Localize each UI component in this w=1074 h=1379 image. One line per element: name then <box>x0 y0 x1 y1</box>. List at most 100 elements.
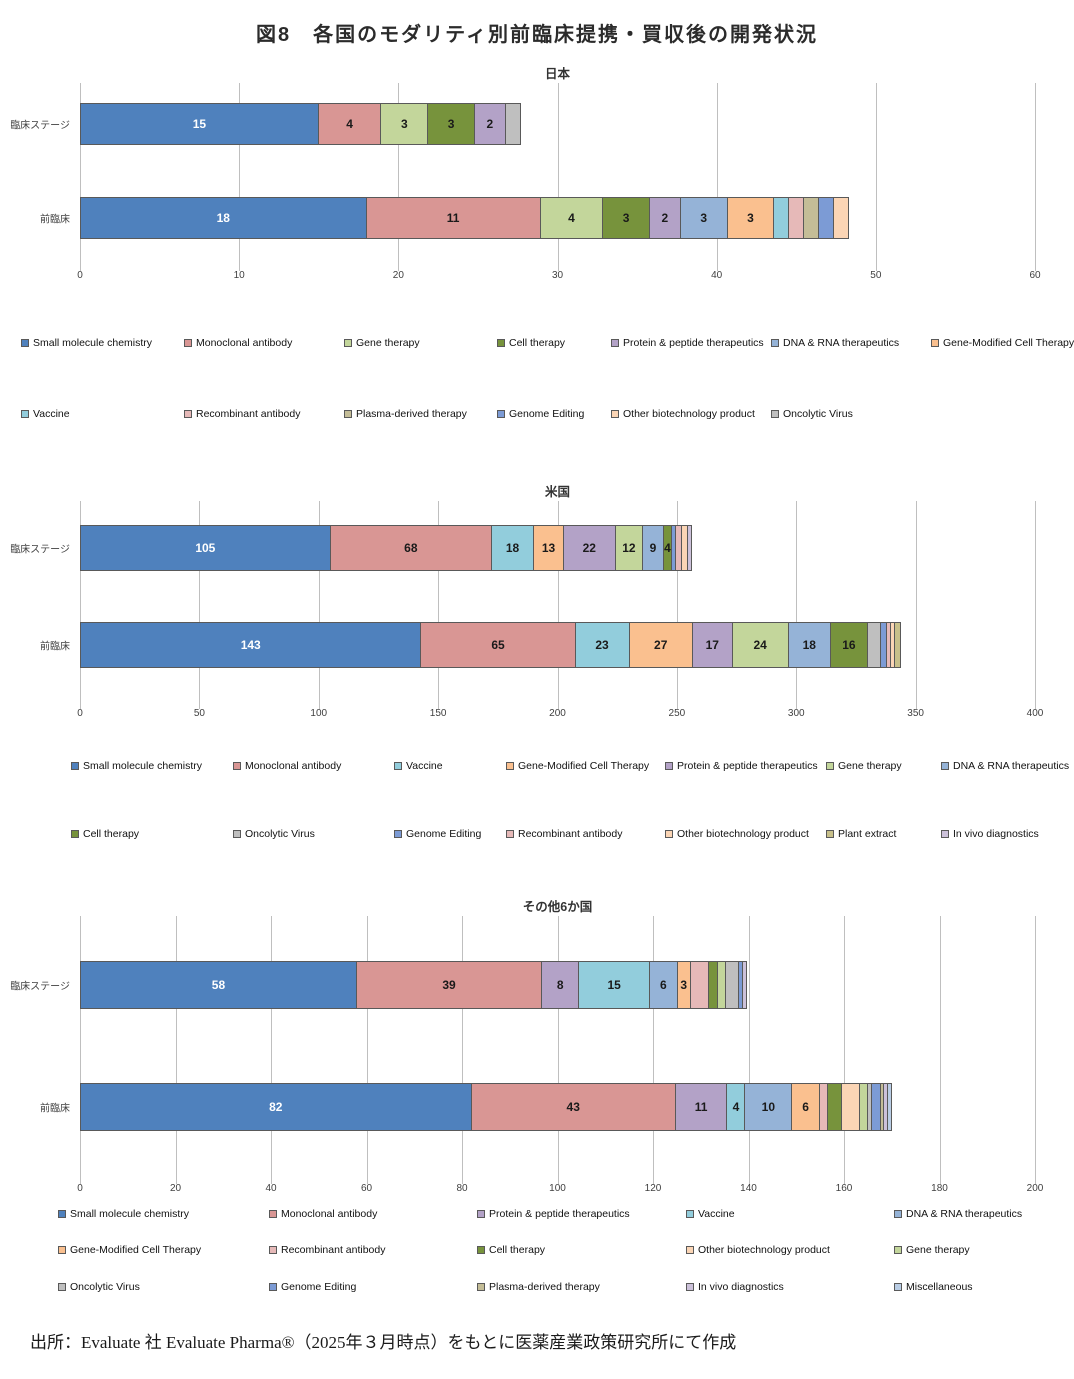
legend-label: Protein & peptide therapeutics <box>677 760 818 772</box>
segment-oncolytic-virus <box>504 103 521 145</box>
segment-value: 2 <box>486 117 494 131</box>
gridline <box>653 916 654 1184</box>
legend-item-protein-peptide-therapeutics: Protein & peptide therapeutics <box>665 760 818 772</box>
gridline <box>748 916 750 1184</box>
legend-swatch-recombinant-antibody <box>184 410 192 418</box>
legend-label: Monoclonal antibody <box>245 760 342 772</box>
segment-gene-modified-cell-therapy: 6 <box>791 1083 820 1131</box>
legend-label: Gene therapy <box>906 1244 970 1256</box>
legend-label: Genome Editing <box>406 828 482 840</box>
legend-swatch-dna-rna-therapeutics <box>771 339 779 347</box>
legend-swatch-monoclonal-antibody <box>269 1210 277 1218</box>
legend-swatch-other-biotechnology-product <box>665 830 673 838</box>
segment-value: 23 <box>595 638 609 652</box>
segment-small-molecule-chemistry: 143 <box>80 622 422 668</box>
legend-label: Other biotechnology product <box>698 1244 830 1256</box>
legend-swatch-vaccine <box>394 762 402 770</box>
gridline <box>271 916 272 1184</box>
segment-value: 58 <box>211 978 226 992</box>
bar-row-: 臨床ステージ 15 4 3 3 2 <box>10 103 1035 145</box>
segment-gene-therapy: 24 <box>731 622 789 668</box>
bar-row-label: 前臨床 <box>40 214 70 226</box>
segment-monoclonal-antibody: 4 <box>317 103 382 145</box>
gridline <box>318 501 320 709</box>
axis-tick-label: 400 <box>1026 708 1044 719</box>
legend-swatch-gene-modified-cell-therapy <box>506 762 514 770</box>
segment-value: 3 <box>680 978 688 992</box>
axis-tick-label: 40 <box>711 270 723 281</box>
bar-row-: 前臨床 18 11 4 3 2 3 3 <box>40 197 1035 239</box>
gridline <box>557 501 559 709</box>
legend-swatch-gene-modified-cell-therapy <box>931 339 939 347</box>
legend-item-plant-extract: Plant extract <box>826 828 896 840</box>
x-axis: 0 10 20 30 40 50 60 <box>77 263 1040 285</box>
segment-value: 39 <box>442 978 456 992</box>
segment-value: 105 <box>195 541 216 555</box>
legend-label: Small molecule chemistry <box>70 1208 190 1220</box>
gridline <box>939 916 941 1184</box>
segment-value: 18 <box>802 638 816 652</box>
legend-swatch-protein-peptide-therapeutics <box>611 339 619 347</box>
segment-miscellaneous <box>887 1083 892 1131</box>
segment-dna-rna-therapeutics: 9 <box>642 525 664 571</box>
legend-item-genome-editing: Genome Editing <box>394 828 481 840</box>
gridline <box>239 83 241 271</box>
legend-swatch-miscellaneous <box>894 1283 902 1291</box>
gridline <box>80 501 81 709</box>
segment-oncolytic-virus <box>725 961 740 1009</box>
gridline <box>438 501 440 709</box>
segment-gene-therapy: 3 <box>380 103 429 145</box>
legend-item-miscellaneous: Miscellaneous <box>894 1281 973 1293</box>
segment-protein-peptide-therapeutics: 2 <box>473 103 506 145</box>
legend-label: Gene-Modified Cell Therapy <box>518 760 650 772</box>
axis-tick-label: 20 <box>392 270 404 281</box>
axis-tick-label: 50 <box>193 708 205 719</box>
segment-cell-therapy <box>827 1083 842 1131</box>
segment-gene-modified-cell-therapy: 13 <box>533 525 565 571</box>
gridline <box>676 501 678 709</box>
segment-vaccine: 15 <box>578 961 650 1009</box>
segment-monoclonal-antibody: 43 <box>470 1083 676 1131</box>
segment-value: 65 <box>491 638 505 652</box>
segment-value: 68 <box>404 541 418 555</box>
legend-item-recombinant-antibody: Recombinant antibody <box>269 1244 385 1256</box>
axis-tick-label: 200 <box>549 708 566 719</box>
legend: Small molecule chemistry Monoclonal antib… <box>0 760 1074 860</box>
axis-tick-label: 100 <box>310 708 328 719</box>
segment-vaccine: 18 <box>491 525 534 571</box>
legend-swatch-dna-rna-therapeutics <box>941 762 949 770</box>
charts-container: 日本 臨床ステージ 15 4 3 3 2 前臨床 18 11 4 3 2 3 3 0 10 20 30 40 50 60 S… <box>0 63 1074 1296</box>
legend-label: Monoclonal antibody <box>196 337 293 349</box>
legend-label: Miscellaneous <box>906 1281 973 1293</box>
legend-label: In vivo diagnostics <box>953 828 1039 840</box>
axis-tick-label: 40 <box>265 1183 277 1194</box>
legend-item-monoclonal-antibody: Monoclonal antibody <box>184 337 292 349</box>
legend-item-gene-therapy: Gene therapy <box>344 337 420 349</box>
segment-protein-peptide-therapeutics: 2 <box>648 197 681 239</box>
legend-label: Gene-Modified Cell Therapy <box>943 337 1074 349</box>
gridline <box>175 916 177 1184</box>
legend-item-small-molecule-chemistry: Small molecule chemistry <box>58 1208 189 1220</box>
bar-row-: 臨床ステージ 105 68 18 13 22 12 9 4 <box>10 525 1035 571</box>
legend-swatch-other-biotechnology-product <box>686 1246 694 1254</box>
legend-item-plasma-derived-therapy: Plasma-derived therapy <box>344 408 467 420</box>
legend-swatch-gene-therapy <box>826 762 834 770</box>
legend-label: Recombinant antibody <box>281 1244 386 1256</box>
legend-item-other-biotechnology-product: Other biotechnology product <box>611 408 755 420</box>
legend-item-cell-therapy: Cell therapy <box>71 828 139 840</box>
segment-value: 8 <box>556 978 564 992</box>
segment-value: 143 <box>240 638 261 652</box>
segment-small-molecule-chemistry: 105 <box>80 525 331 571</box>
legend-item-recombinant-antibody: Recombinant antibody <box>184 408 300 420</box>
legend-label: Gene-Modified Cell Therapy <box>70 1244 202 1256</box>
segment-gene-therapy: 12 <box>614 525 644 571</box>
legend-item-plasma-derived-therapy: Plasma-derived therapy <box>477 1281 600 1293</box>
segment-value: 15 <box>607 978 621 992</box>
legend-label: Recombinant antibody <box>518 828 623 840</box>
axis-tick-label: 200 <box>1026 1183 1044 1194</box>
legend-swatch-vaccine <box>686 1210 694 1218</box>
gridline <box>557 83 559 271</box>
legend-label: Plant extract <box>838 828 897 840</box>
legend-swatch-protein-peptide-therapeutics <box>477 1210 485 1218</box>
legend-swatch-oncolytic-virus <box>771 410 779 418</box>
